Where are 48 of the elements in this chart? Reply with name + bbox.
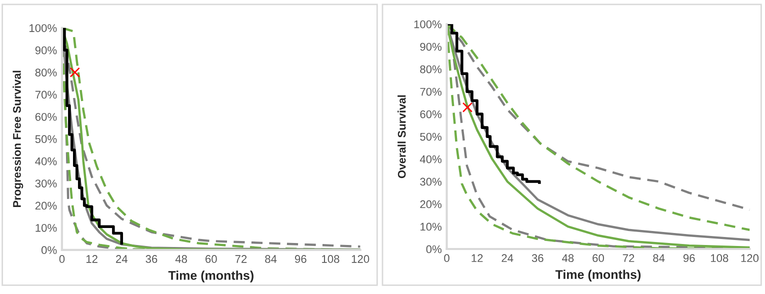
y-tick-label: 60% xyxy=(420,110,442,118)
y-tick-label: 0% xyxy=(426,245,442,254)
y-axis-title: Progression Free Survival xyxy=(12,70,24,208)
x-tick-label: 108 xyxy=(322,255,340,263)
y-tick-label: 50% xyxy=(420,132,442,141)
y-tick-label: 30% xyxy=(35,180,57,188)
x-tick-label: 96 xyxy=(683,254,695,262)
x-axis-title: Time (months) xyxy=(555,270,641,282)
y-tick-label: 80% xyxy=(420,65,442,74)
y-tick-label: 70% xyxy=(35,90,57,99)
x-tick-label: 84 xyxy=(653,254,665,262)
x-tick-label: 48 xyxy=(562,254,574,262)
x-tick-label: 72 xyxy=(622,254,634,262)
y-tick-label: 10% xyxy=(420,222,442,231)
x-tick-label: 12 xyxy=(86,255,98,263)
y-tick-label: 30% xyxy=(420,178,442,186)
y-tick-label: 40% xyxy=(420,155,442,164)
x-axis-title: Time (months) xyxy=(168,270,254,282)
y-tick-label: 100% xyxy=(414,20,442,28)
x-tick-label: 24 xyxy=(116,255,128,263)
y-tick-label: 0% xyxy=(41,246,57,254)
x-tick-label: 72 xyxy=(235,255,247,263)
x-tick-label: 120 xyxy=(352,255,370,263)
x-tick-label: 36 xyxy=(532,254,544,262)
y-tick-label: 10% xyxy=(36,224,57,232)
y-tick-label: 100% xyxy=(30,24,57,32)
x-tick-label: 60 xyxy=(592,254,604,262)
x-tick-label: 48 xyxy=(175,255,187,263)
y-tick-label: 60% xyxy=(35,112,57,121)
y-tick-label: 40% xyxy=(35,157,57,166)
x-tick-label: 120 xyxy=(741,254,759,262)
y-tick-label: 50% xyxy=(35,135,57,144)
y-tick-label: 70% xyxy=(420,88,442,96)
x-tick-label: 24 xyxy=(502,254,514,262)
y-tick-label: 20% xyxy=(420,200,442,208)
x-tick-label: 12 xyxy=(472,254,483,262)
x-tick-label: 36 xyxy=(146,255,158,263)
x-tick-label: 84 xyxy=(265,255,277,263)
x-tick-label: 96 xyxy=(294,255,306,263)
y-axis-title: Overall Survival xyxy=(398,95,406,178)
x-tick-label: 0 xyxy=(444,254,450,262)
y-tick-label: 90% xyxy=(35,46,57,54)
y-tick-label: 20% xyxy=(35,202,57,210)
x-tick-label: 0 xyxy=(59,255,65,263)
y-tick-label: 80% xyxy=(35,68,57,76)
y-tick-label: 90% xyxy=(420,42,442,51)
x-tick-label: 108 xyxy=(710,254,728,262)
x-tick-label: 60 xyxy=(206,255,217,263)
